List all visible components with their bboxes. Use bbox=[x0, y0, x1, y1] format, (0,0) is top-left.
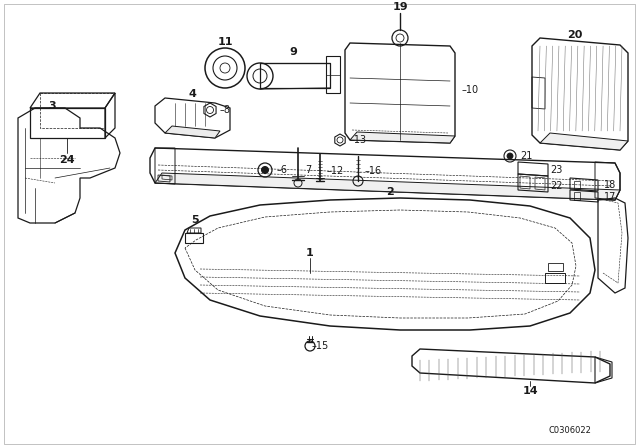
Text: 24: 24 bbox=[59, 155, 75, 165]
Text: 9: 9 bbox=[289, 47, 297, 57]
Text: 18: 18 bbox=[604, 180, 616, 190]
Text: 11: 11 bbox=[217, 37, 233, 47]
Polygon shape bbox=[165, 126, 220, 138]
Text: 7: 7 bbox=[305, 165, 311, 175]
Text: 19: 19 bbox=[392, 2, 408, 12]
Text: –6: –6 bbox=[277, 165, 288, 175]
Text: 3: 3 bbox=[48, 101, 56, 111]
Text: –10: –10 bbox=[462, 85, 479, 95]
Text: 2: 2 bbox=[386, 187, 394, 197]
Text: –16: –16 bbox=[365, 166, 382, 176]
Text: 4: 4 bbox=[188, 89, 196, 99]
Text: 17: 17 bbox=[604, 192, 616, 202]
Text: 5: 5 bbox=[191, 215, 199, 225]
Text: 14: 14 bbox=[522, 386, 538, 396]
Text: –8: –8 bbox=[220, 105, 231, 115]
Text: 1: 1 bbox=[306, 248, 314, 258]
Polygon shape bbox=[350, 132, 455, 143]
Text: –12: –12 bbox=[327, 166, 344, 176]
Text: C0306022: C0306022 bbox=[548, 426, 591, 435]
Text: –15: –15 bbox=[312, 341, 329, 351]
Text: 22: 22 bbox=[550, 181, 563, 191]
Text: 23: 23 bbox=[550, 165, 563, 175]
Circle shape bbox=[262, 167, 269, 173]
Circle shape bbox=[507, 153, 513, 159]
Polygon shape bbox=[540, 133, 628, 150]
Polygon shape bbox=[155, 173, 620, 200]
Text: –13: –13 bbox=[350, 135, 367, 145]
Text: 21: 21 bbox=[520, 151, 532, 161]
Text: 20: 20 bbox=[567, 30, 582, 40]
